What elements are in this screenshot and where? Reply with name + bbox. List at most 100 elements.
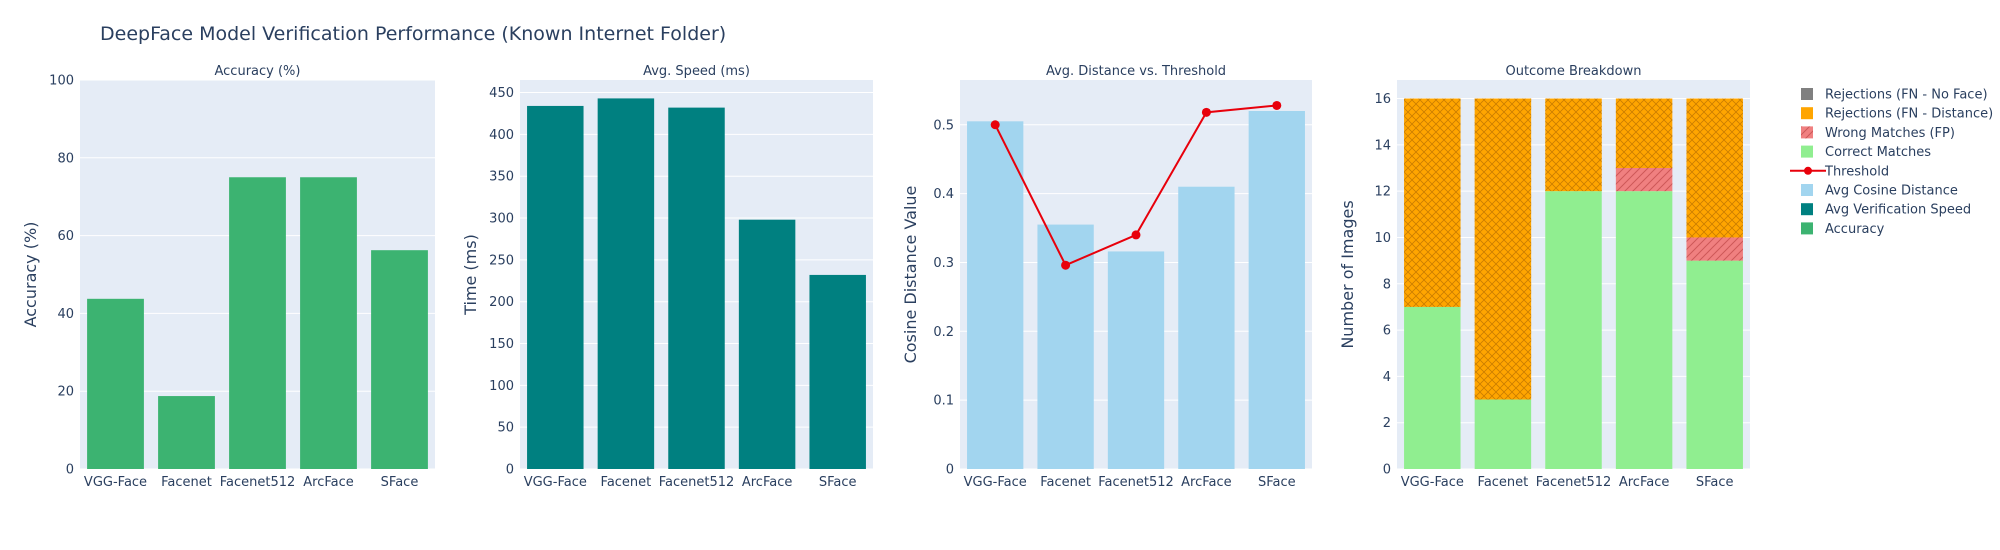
legend-label: Accuracy <box>1825 222 1885 237</box>
bar-facenet-s0 <box>597 98 655 470</box>
x-tick-label: VGG-Face <box>84 475 147 490</box>
x-tick-label: ArcFace <box>1619 475 1670 490</box>
chart-panel-2: 0 50 100 150 200 250 300 350 400 450 VGG-Face Facen… <box>461 64 873 490</box>
y-tick-label: 0 <box>66 463 74 478</box>
subplot-title: Outcome Breakdown <box>1505 64 1641 79</box>
legend-label: Rejections (FN - No Face) <box>1825 88 1988 103</box>
bar-arcface-s0 <box>1615 191 1673 469</box>
threshold-point-arcface <box>1201 107 1211 117</box>
y-tick-label: 8 <box>1383 277 1391 292</box>
legend-item[interactable]: Accuracy <box>1801 222 1885 237</box>
y-tick-label: 0.3 <box>933 256 954 271</box>
x-tick-label: Facenet <box>1040 475 1091 490</box>
bar-pattern <box>1686 237 1743 261</box>
bar-pattern <box>1615 167 1673 192</box>
bar-facenet512-s0 <box>668 107 725 470</box>
y-tick-label: 6 <box>1383 324 1391 339</box>
y-tick-label: 450 <box>489 86 514 101</box>
y-tick-label: 100 <box>49 74 74 89</box>
x-tick-label: SFace <box>1258 475 1296 490</box>
x-tick-label: SFace <box>819 475 857 490</box>
y-tick-label: 4 <box>1383 370 1391 385</box>
legend-item[interactable]: Avg Cosine Distance <box>1801 184 1958 199</box>
y-tick-label: 14 <box>1374 138 1391 153</box>
chart-panel-1: 0 20 40 60 80 100 VGG-Face Facenet Facenet512 Arc… <box>21 64 435 490</box>
y-tick-label: 300 <box>489 212 514 227</box>
y-tick-label: 0 <box>506 463 514 478</box>
bar-facenet512-s0 <box>1107 251 1165 469</box>
bar-pattern <box>1545 98 1602 192</box>
bar-arcface-s0 <box>738 219 796 469</box>
bar-sface-s0 <box>1248 110 1305 469</box>
bar-sface-s0 <box>1686 260 1743 469</box>
chart-panel-4: 0 2 4 6 8 10 12 14 16 VGG-Face Facenet Facenet512 Ar… <box>1338 64 1750 490</box>
legend-swatch <box>1801 145 1813 158</box>
y-axis-label: Accuracy (%) <box>21 222 40 328</box>
bar-sface-s0 <box>371 250 428 469</box>
bar-pattern <box>1686 98 1743 238</box>
x-tick-label: ArcFace <box>742 475 793 490</box>
y-tick-label: 16 <box>1374 92 1391 107</box>
y-tick-label: 2 <box>1383 416 1391 431</box>
legend-item[interactable]: Correct Matches <box>1801 145 1931 160</box>
legend-item[interactable]: Threshold <box>1790 164 1889 179</box>
x-tick-label: Facenet512 <box>659 475 735 490</box>
x-tick-label: VGG-Face <box>964 475 1027 490</box>
y-tick-label: 0.4 <box>933 187 954 202</box>
y-tick-label: 0 <box>946 463 954 478</box>
threshold-point-sface <box>1272 100 1282 110</box>
bar-sface-s0 <box>809 274 866 469</box>
x-tick-label: Facenet512 <box>1536 475 1612 490</box>
bar-facenet512-s0 <box>1545 191 1602 469</box>
x-tick-label: SFace <box>381 475 419 490</box>
y-tick-label: 40 <box>57 307 74 322</box>
legend-swatch <box>1801 203 1813 216</box>
x-tick-label: VGG-Face <box>1401 475 1464 490</box>
x-tick-label: Facenet <box>161 475 212 490</box>
subplot-title: Accuracy (%) <box>215 64 301 79</box>
bar-pattern <box>1615 98 1673 168</box>
x-tick-label: ArcFace <box>303 475 354 490</box>
main-title: DeepFace Model Verification Performance … <box>100 23 726 45</box>
legend-label: Avg Cosine Distance <box>1825 184 1958 199</box>
y-tick-label: 10 <box>1374 231 1391 246</box>
legend-label: Wrong Matches (FP) <box>1825 126 1955 141</box>
y-tick-label: 100 <box>489 379 514 394</box>
y-tick-label: 60 <box>57 229 74 244</box>
legend-label: Correct Matches <box>1825 145 1931 160</box>
y-tick-label: 150 <box>489 337 514 352</box>
y-tick-label: 200 <box>489 295 514 310</box>
bar-pattern <box>1474 98 1532 400</box>
legend-marker <box>1804 166 1812 175</box>
bar-vgg-face-s0 <box>527 105 584 469</box>
x-tick-label: VGG-Face <box>524 475 587 490</box>
legend-swatch <box>1801 222 1813 235</box>
y-tick-label: 50 <box>497 421 514 436</box>
threshold-point-facenet512 <box>1131 230 1141 240</box>
y-tick-label: 0.1 <box>933 394 954 409</box>
legend-swatch <box>1801 184 1813 196</box>
bar-facenet-s0 <box>1474 399 1532 469</box>
subplot-title: Avg. Distance vs. Threshold <box>1046 64 1226 79</box>
legend-item[interactable]: Wrong Matches (FP) <box>1801 126 1955 141</box>
bar-facenet512-s0 <box>229 177 286 469</box>
threshold-point-vgg-face <box>990 120 1000 130</box>
legend-item[interactable]: Rejections (FN - Distance) <box>1801 107 1993 122</box>
legend-item[interactable]: Avg Verification Speed <box>1801 203 1971 218</box>
legend-label: Avg Verification Speed <box>1825 203 1971 218</box>
legend-item[interactable]: Rejections (FN - No Face) <box>1801 88 1988 103</box>
y-tick-label: 0.5 <box>933 118 954 133</box>
y-tick-label: 12 <box>1374 185 1391 200</box>
x-tick-label: Facenet512 <box>220 475 296 490</box>
y-tick-label: 80 <box>57 151 74 166</box>
y-axis-label: Cosine Distance Value <box>901 186 920 364</box>
bar-facenet-s0 <box>158 396 215 469</box>
bar-pattern <box>1404 98 1461 307</box>
y-tick-label: 20 <box>57 385 74 400</box>
legend-label: Threshold <box>1824 164 1889 179</box>
legend-swatch-pattern <box>1801 126 1813 139</box>
x-tick-label: SFace <box>1696 475 1734 490</box>
y-tick-label: 350 <box>489 170 514 185</box>
chart-panel-3: 0 0.1 0.2 0.3 0.4 0.5 VGG-Face Facenet Facenet51… <box>901 64 1312 490</box>
